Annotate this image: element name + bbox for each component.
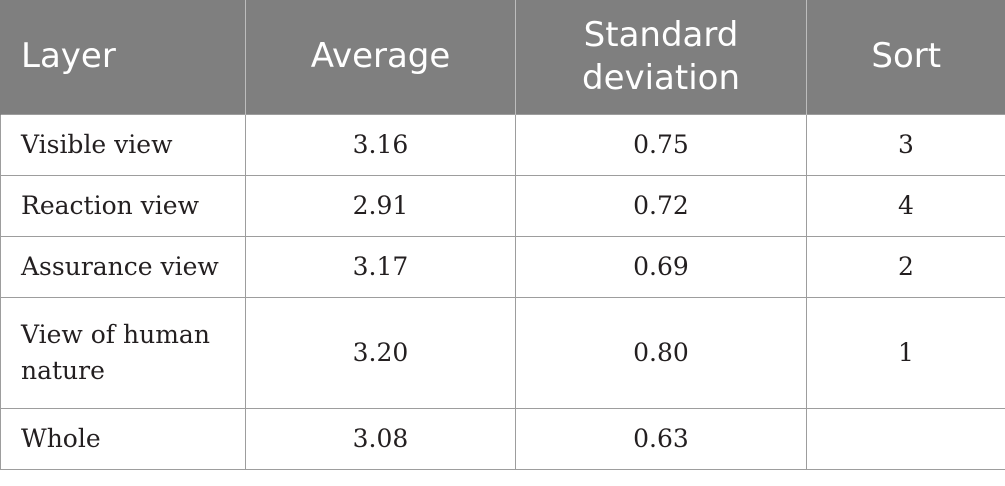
cell-sort: 3 <box>806 113 1005 176</box>
cell-layer: Visible view <box>0 113 246 176</box>
header-row: Layer Average Standard deviation Sort <box>0 0 1005 114</box>
header-average: Average <box>245 0 516 114</box>
cell-layer: Assurance view <box>0 235 246 298</box>
cell-average: 3.20 <box>245 296 516 409</box>
header-standard-deviation: Standard deviation <box>515 0 807 114</box>
cell-std: 0.72 <box>515 174 807 237</box>
table-row: Whole 3.08 0.63 <box>0 407 1005 470</box>
cell-layer: Reaction view <box>0 174 246 237</box>
cell-std: 0.75 <box>515 113 807 176</box>
table-row: Reaction view 2.91 0.72 4 <box>0 174 1005 237</box>
cell-average: 3.08 <box>245 407 516 470</box>
table-body: Visible view 3.16 0.75 3 Reaction view 2… <box>0 113 1005 470</box>
cell-sort: 2 <box>806 235 1005 298</box>
header-layer: Layer <box>0 0 246 114</box>
cell-average: 2.91 <box>245 174 516 237</box>
cell-std: 0.80 <box>515 296 807 409</box>
table-row: Visible view 3.16 0.75 3 <box>0 113 1005 176</box>
header-sort: Sort <box>806 0 1005 114</box>
statistics-table: Layer Average Standard deviation Sort Vi… <box>0 0 1005 470</box>
table-header: Layer Average Standard deviation Sort <box>0 0 1005 114</box>
table-row: View of human nature 3.20 0.80 1 <box>0 296 1005 409</box>
cell-layer: Whole <box>0 407 246 470</box>
table-row: Assurance view 3.17 0.69 2 <box>0 235 1005 298</box>
cell-std: 0.63 <box>515 407 807 470</box>
cell-sort <box>806 407 1005 470</box>
cell-std: 0.69 <box>515 235 807 298</box>
cell-average: 3.17 <box>245 235 516 298</box>
cell-sort: 4 <box>806 174 1005 237</box>
cell-sort: 1 <box>806 296 1005 409</box>
cell-average: 3.16 <box>245 113 516 176</box>
cell-layer: View of human nature <box>0 296 246 409</box>
